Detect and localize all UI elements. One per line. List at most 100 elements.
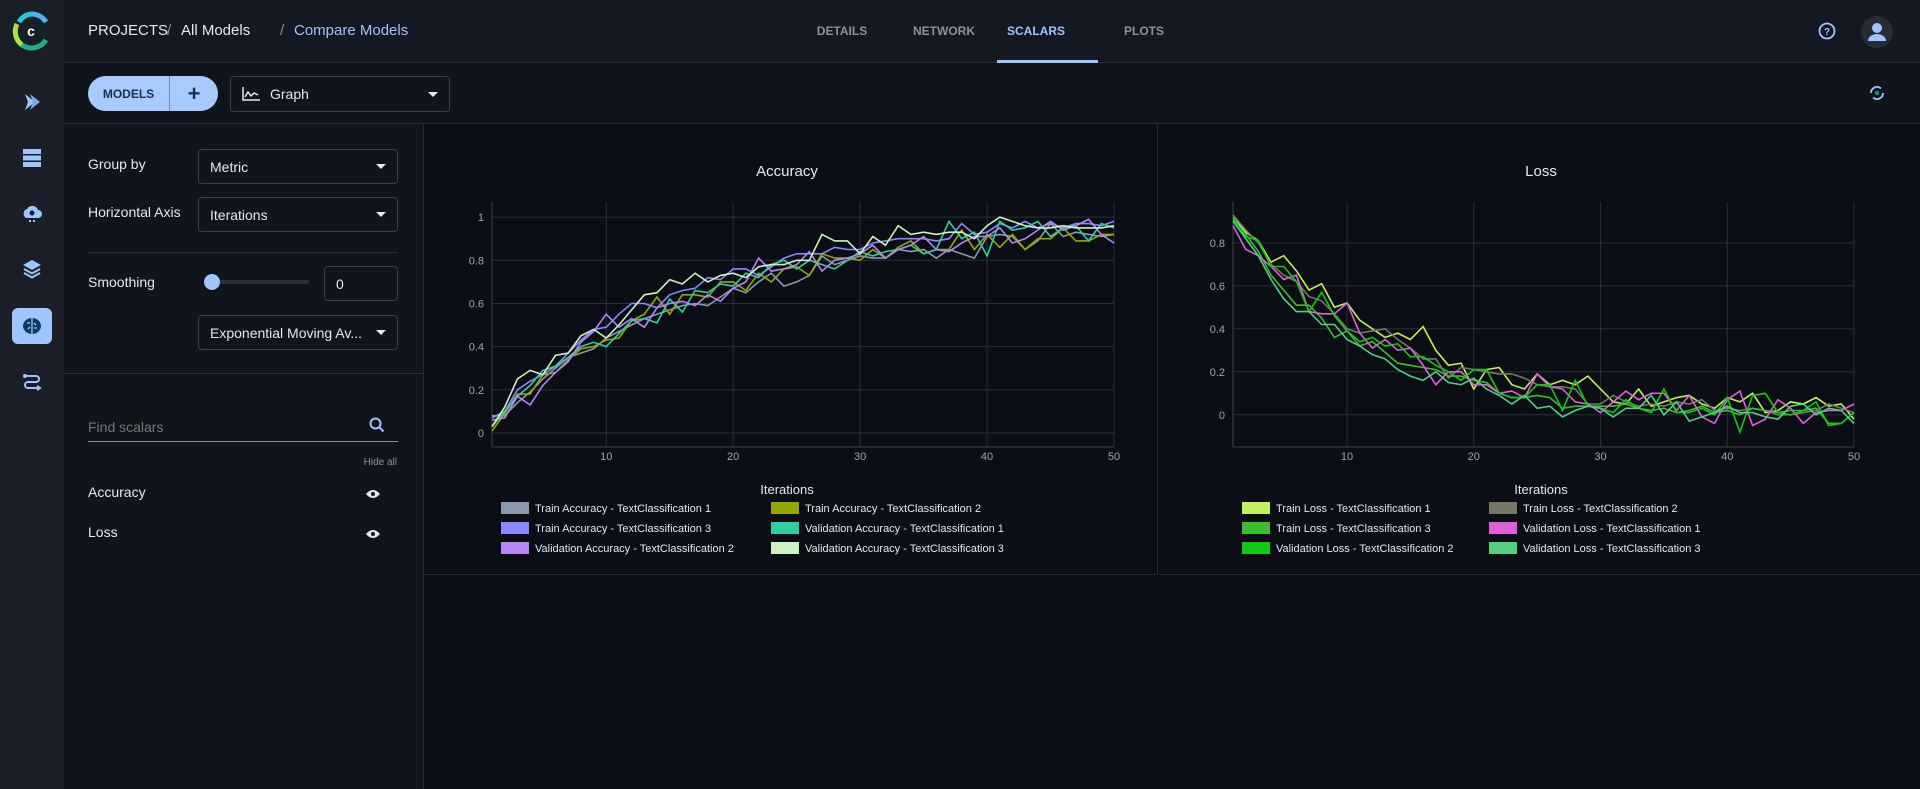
x-tick-label: 30 [1594,451,1606,463]
legend-swatch [1489,522,1517,534]
chevron-down-icon [376,212,386,217]
chevron-down-icon [376,330,386,335]
legend-entry: Validation Loss - TextClassification 2 [1276,543,1454,555]
legend-swatch [771,502,799,514]
legend-swatch [501,522,529,534]
series-line [491,220,1115,419]
smoothing-value: 0 [336,275,344,292]
y-tick-label: 0.8 [469,255,484,267]
eye-icon[interactable] [366,526,380,544]
smoothing-input[interactable]: 0 [324,266,398,301]
horizontal-axis-label: Horizontal Axis [88,204,181,220]
legend-entry: Validation Loss - TextClassification 3 [1523,543,1701,555]
legend-entry: Train Accuracy - TextClassification 1 [535,503,711,515]
breadcrumb-all-models[interactable]: All Models [181,22,251,39]
legend-swatch [1242,522,1270,534]
hide-all-button[interactable]: Hide all [363,457,397,468]
series-line [491,216,1115,427]
pipelines-icon[interactable] [12,84,52,120]
tab-network[interactable]: NETWORK [913,24,975,38]
tab-scalars[interactable]: SCALARS [1006,24,1066,38]
legend-swatch [771,522,799,534]
horizontal-axis-select[interactable]: Iterations [198,197,398,232]
x-tick-label: 10 [600,451,612,463]
legend-entry: Validation Accuracy - TextClassification… [805,543,1004,555]
x-tick-label: 10 [1341,451,1353,463]
smoothing-slider-handle[interactable] [204,274,220,290]
smoothing-type-select[interactable]: Exponential Moving Av... [198,315,398,350]
y-tick-label: 0.6 [1210,281,1225,293]
x-tick-label: 20 [727,451,739,463]
legend-entry: Train Loss - TextClassification 2 [1523,503,1678,515]
loss-chart-panel: Loss 10 20 30 40 50 0 0.2 0.4 0.6 0.8 Iterations Tra… [1159,124,1920,575]
orchestration-icon[interactable] [12,196,52,232]
x-tick-label: 50 [1848,451,1860,463]
legend-swatch [771,542,799,554]
svg-text:?: ? [1824,27,1830,38]
scalar-item-loss[interactable]: Loss [88,524,118,540]
accuracy-chart-panel: Accuracy 10 20 30 40 50 0 0.2 0.4 0.6 0.8 1 Iteratio… [424,124,1158,575]
y-tick-label: 1 [478,212,484,224]
toolbar: MODELS + Graph [64,63,1920,124]
series-line [1232,225,1855,427]
series-line [491,219,1115,428]
x-tick-label: 40 [1721,451,1733,463]
search-icon[interactable] [369,417,385,438]
svg-text:c: c [27,23,35,39]
smoothing-slider[interactable] [204,274,309,290]
divider [64,373,424,374]
breadcrumb-compare-models: Compare Models [294,22,409,39]
y-tick-label: 0.2 [469,385,484,397]
auto-refresh-icon[interactable] [1868,84,1886,107]
layers-icon[interactable] [12,251,52,287]
scalar-item-accuracy[interactable]: Accuracy [88,484,146,500]
group-by-select[interactable]: Metric [198,149,398,184]
legend-entry: Train Accuracy - TextClassification 2 [805,503,981,515]
loss-chart[interactable]: Loss 10 20 30 40 50 0 0.2 0.4 0.6 0.8 Iterations Tra… [1159,124,1920,575]
legend-entry: Train Accuracy - TextClassification 3 [535,523,711,535]
reports-icon[interactable] [12,364,52,400]
y-tick-label: 0.4 [1210,324,1225,336]
smoothing-label: Smoothing [88,274,155,290]
clearml-logo[interactable]: c [10,10,52,57]
x-tick-label: 30 [854,451,866,463]
line-chart-icon [242,87,260,101]
models-button[interactable]: MODELS [88,76,170,111]
legend-entry: Validation Accuracy - TextClassification… [805,523,1004,535]
series-line [1232,218,1855,425]
series-line [492,222,1115,417]
legend-swatch [501,502,529,514]
y-tick-label: 0.4 [469,342,484,354]
x-tick-label: 50 [1108,451,1120,463]
legend-entry: Train Loss - TextClassification 1 [1276,503,1431,515]
add-model-button[interactable]: + [187,80,201,106]
legend-swatch [1242,502,1270,514]
eye-icon[interactable] [366,486,380,504]
tab-details[interactable]: DETAILS [816,24,868,38]
series-line [491,226,1114,432]
sidebar: c [0,0,64,789]
header: PROJECTS / All Models / Compare Models D… [64,0,1920,63]
y-tick-label: 0.6 [469,298,484,310]
accuracy-chart[interactable]: Accuracy 10 20 30 40 50 0 0.2 0.4 0.6 0.8 1 Iteratio… [424,124,1158,575]
chevron-down-icon [376,164,386,169]
tab-plots[interactable]: PLOTS [1123,24,1165,38]
y-tick-label: 0.2 [1210,367,1225,379]
chart-title: Loss [1525,163,1557,180]
x-axis-label: Iterations [760,482,814,497]
find-scalars-input[interactable] [88,412,398,442]
breadcrumb-separator: / [167,22,172,39]
x-axis-label: Iterations [1514,482,1568,497]
help-icon[interactable]: ? [1818,22,1836,45]
breadcrumb-projects[interactable]: PROJECTS [88,22,169,39]
breadcrumb-separator: / [280,22,285,39]
avatar[interactable] [1861,16,1893,48]
legend-swatch [1489,502,1517,514]
datasets-icon[interactable] [12,140,52,176]
models-button-group: MODELS + [88,76,218,111]
series-line [1232,216,1855,435]
series-line [1232,220,1855,424]
group-by-label: Group by [88,156,146,172]
models-brain-icon[interactable] [12,308,52,344]
view-select[interactable]: Graph [230,76,450,112]
